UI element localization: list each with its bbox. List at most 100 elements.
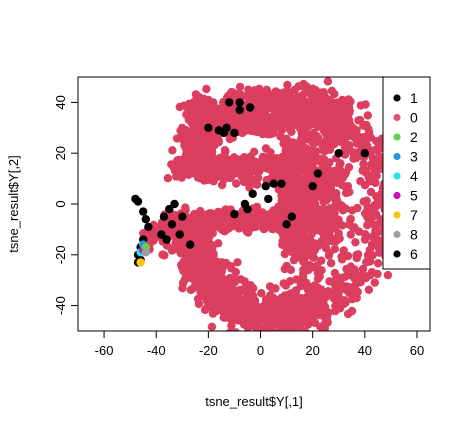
scatter-point bbox=[307, 156, 316, 165]
scatter-point bbox=[198, 279, 207, 288]
scatter-point bbox=[207, 322, 217, 331]
black-point bbox=[230, 210, 239, 219]
scatter-point bbox=[232, 179, 241, 188]
scatter-point bbox=[369, 220, 379, 229]
scatter-point bbox=[223, 207, 233, 217]
scatter-point bbox=[338, 281, 347, 290]
scatter-point bbox=[292, 292, 301, 301]
scatter-point bbox=[297, 109, 306, 119]
scatter-point bbox=[299, 265, 308, 274]
scatter-point bbox=[244, 85, 253, 94]
black-point bbox=[269, 179, 278, 188]
scatter-point bbox=[247, 165, 256, 174]
scatter-point bbox=[324, 213, 333, 222]
scatter-point bbox=[265, 92, 274, 101]
legend-marker bbox=[393, 230, 401, 239]
scatter-point bbox=[310, 91, 320, 101]
scatter-point bbox=[351, 268, 360, 277]
scatter-point bbox=[299, 237, 308, 246]
black-point bbox=[175, 230, 184, 239]
scatter-point bbox=[306, 236, 315, 245]
x-tick-label: -20 bbox=[199, 343, 218, 358]
scatter-point bbox=[258, 153, 267, 162]
scatter-point bbox=[256, 221, 265, 230]
scatter-point bbox=[370, 211, 379, 221]
black-point bbox=[185, 240, 195, 249]
scatter-point bbox=[305, 242, 314, 252]
legend: 1 0 2 3 4 5 7 8 6 bbox=[382, 76, 431, 270]
scatter-point bbox=[243, 312, 252, 321]
scatter-point bbox=[323, 287, 333, 297]
scatter-point bbox=[180, 141, 189, 150]
scatter-point bbox=[229, 112, 238, 121]
scatter-point bbox=[268, 333, 276, 341]
scatter-point bbox=[163, 174, 173, 183]
scatter-point bbox=[337, 252, 346, 261]
scatter-point bbox=[235, 82, 245, 92]
scatter-point bbox=[304, 103, 314, 112]
scatter-point bbox=[329, 224, 339, 233]
scatter-point bbox=[352, 253, 361, 263]
scatter-point bbox=[353, 133, 363, 142]
scatter-point bbox=[180, 265, 189, 274]
scatter-point bbox=[318, 141, 327, 150]
scatter-point bbox=[192, 249, 201, 259]
scatter-point bbox=[179, 101, 189, 110]
scatter-point bbox=[173, 156, 182, 165]
scatter-point bbox=[373, 269, 382, 279]
legend-label: 7 bbox=[410, 207, 418, 223]
scatter-point bbox=[202, 213, 211, 222]
scatter-point bbox=[308, 262, 318, 272]
black-point bbox=[308, 182, 317, 191]
scatter-point bbox=[313, 268, 322, 278]
scatter-point bbox=[192, 134, 201, 144]
scatter-point bbox=[235, 308, 244, 317]
scatter-points bbox=[131, 77, 416, 344]
scatter-point bbox=[174, 166, 184, 176]
black-point bbox=[225, 98, 234, 107]
scatter-point bbox=[359, 197, 368, 206]
scatter-point bbox=[319, 155, 329, 164]
colored-point bbox=[136, 258, 145, 267]
scatter-point bbox=[288, 185, 298, 194]
scatter-point bbox=[359, 159, 368, 168]
scatter-point bbox=[228, 171, 237, 180]
scatter-point bbox=[178, 278, 188, 288]
scatter-point bbox=[364, 124, 373, 134]
scatter-point bbox=[370, 278, 379, 287]
scatter-point bbox=[257, 289, 266, 298]
legend-label: 4 bbox=[410, 168, 418, 184]
scatter-point bbox=[278, 193, 287, 202]
scatter-point bbox=[262, 316, 271, 325]
black-point bbox=[157, 230, 166, 239]
scatter-point bbox=[222, 296, 231, 306]
scatter-point bbox=[321, 242, 330, 251]
scatter-point bbox=[274, 202, 283, 211]
scatter-point bbox=[202, 257, 211, 266]
scatter-point bbox=[294, 179, 303, 188]
scatter-point bbox=[239, 214, 248, 224]
scatter-point bbox=[245, 329, 253, 331]
scatter-point bbox=[371, 165, 380, 174]
scatter-point bbox=[253, 318, 262, 327]
scatter-point bbox=[343, 309, 353, 319]
black-point bbox=[277, 179, 286, 188]
scatter-point bbox=[264, 336, 272, 344]
scatter-point bbox=[220, 150, 229, 160]
scatter-point bbox=[326, 235, 335, 244]
scatter-point bbox=[278, 237, 287, 246]
scatter-point bbox=[285, 202, 294, 211]
scatter-point bbox=[237, 300, 246, 310]
scatter-point bbox=[262, 85, 271, 95]
black-point bbox=[133, 197, 143, 206]
scatter-point bbox=[305, 172, 314, 181]
black-point bbox=[282, 220, 291, 229]
legend-label: 5 bbox=[410, 188, 418, 204]
scatter-point bbox=[292, 234, 301, 243]
scatter-point bbox=[275, 322, 284, 331]
scatter-point bbox=[280, 249, 290, 259]
scatter-point bbox=[333, 178, 342, 188]
legend-marker bbox=[393, 152, 401, 161]
scatter-point bbox=[284, 151, 293, 160]
scatter-point bbox=[202, 303, 212, 312]
